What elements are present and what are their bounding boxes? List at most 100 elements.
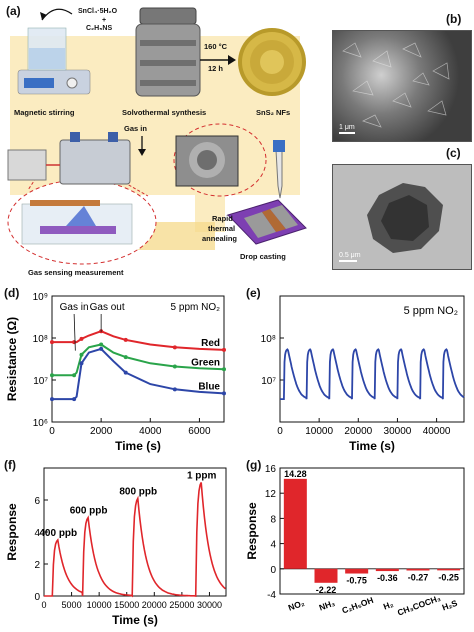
y-tick-label: 8 — [270, 514, 276, 525]
data-point-blue — [99, 346, 104, 351]
x-tick-label: 4000 — [139, 426, 162, 437]
data-point-green — [50, 373, 54, 378]
panel-a: (a) SnCl₄·5H₂O + C₂H₅NS 160 °C 12 h Magn… — [0, 0, 322, 283]
plot-frame — [279, 295, 465, 423]
gas-chamber — [59, 139, 131, 185]
power-supply — [7, 149, 47, 181]
step-drop: Drop casting — [240, 252, 286, 261]
pulse-label: 1 ppm — [187, 470, 217, 481]
data-point-green — [123, 355, 128, 360]
temperature-label: 160 °C — [204, 42, 228, 51]
panel-c-label: (c) — [446, 146, 461, 160]
chart-f: 0 5000 10000 15000 20000 25000 30000 0 2 4 6 Time (… — [5, 467, 227, 627]
beaker-liquid — [29, 48, 65, 69]
y-tick-label: 10⁷ — [261, 376, 276, 387]
y-tick-label: 16 — [265, 464, 277, 475]
series-line-red — [52, 330, 225, 351]
panel-a-label: (a) — [6, 4, 21, 18]
x-tick-label: 15000 — [114, 600, 139, 610]
series-label-green: Green — [191, 357, 220, 368]
y-tick-label: 2 — [34, 560, 40, 571]
step-annealing-1: Rapid — [212, 214, 233, 223]
x-tick-label: 40000 — [423, 426, 451, 437]
pulse-label: 600 ppb — [70, 506, 108, 517]
zoom-ellipse-sem — [173, 123, 267, 197]
bar — [283, 478, 307, 569]
plot-frame — [51, 295, 225, 423]
y-tick-label: 0 — [270, 565, 276, 576]
y-tick-label: 4 — [270, 540, 276, 551]
step-stirring: Magnetic stirring — [14, 108, 75, 117]
bar — [406, 568, 430, 571]
bar-value-label: -0.75 — [346, 576, 367, 586]
x-tick-label: 30000 — [197, 600, 222, 610]
addition-arrow — [41, 8, 73, 21]
y-tick-label: 10⁶ — [33, 418, 48, 429]
tem-scale-bar — [339, 260, 357, 262]
category-label: NO₂ — [287, 598, 306, 613]
data-point-red — [72, 340, 77, 345]
chart-g: -4 0 4 8 12 16 Response 14.28 NO₂ -2.22 NH₃ -0.75 C₂… — [245, 464, 465, 618]
x-tick-label: 30000 — [384, 426, 412, 437]
autoclave-lid — [139, 7, 197, 25]
x-tick-label: 0 — [49, 426, 55, 437]
duration-label: 12 h — [208, 64, 224, 73]
panel-b-sem-image: 1 μm — [332, 30, 472, 142]
data-point-blue — [50, 397, 54, 402]
category-label: H₂S — [441, 598, 459, 613]
panel-g-label: (g) — [246, 458, 262, 472]
bar-value-label: -2.22 — [316, 585, 337, 595]
x-tick-label: 10000 — [87, 600, 112, 610]
bar — [345, 568, 369, 574]
data-point-red — [222, 347, 226, 352]
data-point-green — [79, 352, 84, 357]
gas-in-annotation: Gas in — [60, 302, 89, 313]
y-axis-label: Response — [245, 502, 259, 560]
category-label: CH₃COCH₃ — [396, 593, 442, 618]
step-annealing-3: annealing — [202, 234, 238, 243]
x-tick-label: 10000 — [305, 426, 333, 437]
hotplate-panel — [24, 78, 54, 88]
tem-scale-bar-text: 0.5 μm — [339, 252, 361, 259]
y-tick-label: 0 — [34, 592, 40, 603]
bar — [314, 568, 338, 583]
y-tick-label: 10⁸ — [33, 334, 48, 345]
x-axis-label: Time (s) — [349, 439, 395, 453]
step-sensing: Gas sensing measurement — [28, 268, 124, 277]
y-tick-label: 10⁷ — [33, 376, 48, 387]
y-tick-label: 10⁹ — [33, 292, 48, 303]
plot-frame — [279, 467, 465, 595]
x-tick-label: 0 — [41, 600, 46, 610]
data-point-green — [99, 342, 104, 347]
data-point-green — [72, 373, 77, 378]
chart-d: 0 2000 4000 6000 10⁶ 10⁷ 10⁸ 10⁹ Time (s) Resista… — [5, 292, 226, 453]
series-label-red: Red — [201, 338, 220, 349]
series-label-blue: Blue — [198, 381, 220, 392]
panel-b-label: (b) — [446, 12, 462, 26]
y-tick-label: 10⁸ — [261, 334, 276, 345]
data-point-red — [79, 336, 84, 341]
data-point-red — [123, 337, 128, 342]
y-tick-label: 12 — [265, 489, 277, 500]
y-tick-label: 4 — [34, 528, 40, 539]
panel-f-label: (f) — [4, 458, 16, 472]
product-label: SnS₂ NFs — [256, 108, 291, 117]
sem-scale-bar-text: 1 μm — [339, 124, 355, 131]
x-tick-label: 20000 — [344, 426, 372, 437]
panel-d-label: (d) — [4, 286, 20, 300]
panel-a-schematic — [7, 7, 307, 265]
series-line-cycles — [279, 348, 465, 401]
data-point-green — [222, 367, 226, 372]
data-point-red — [172, 345, 177, 350]
tem-particle — [367, 183, 443, 253]
y-tick-label: 6 — [34, 496, 40, 507]
data-point-red — [50, 340, 54, 345]
category-label: H₂ — [382, 599, 395, 612]
pulse-label: 400 ppb — [39, 528, 77, 539]
concentration-annotation: 5 ppm NO₂ — [404, 305, 458, 317]
data-point-blue — [172, 387, 177, 392]
series-line-response — [44, 482, 226, 598]
bar-value-label: 14.28 — [284, 469, 307, 479]
panel-e-label: (e) — [246, 286, 261, 300]
y-axis-label: Resistance (Ω) — [5, 317, 19, 401]
